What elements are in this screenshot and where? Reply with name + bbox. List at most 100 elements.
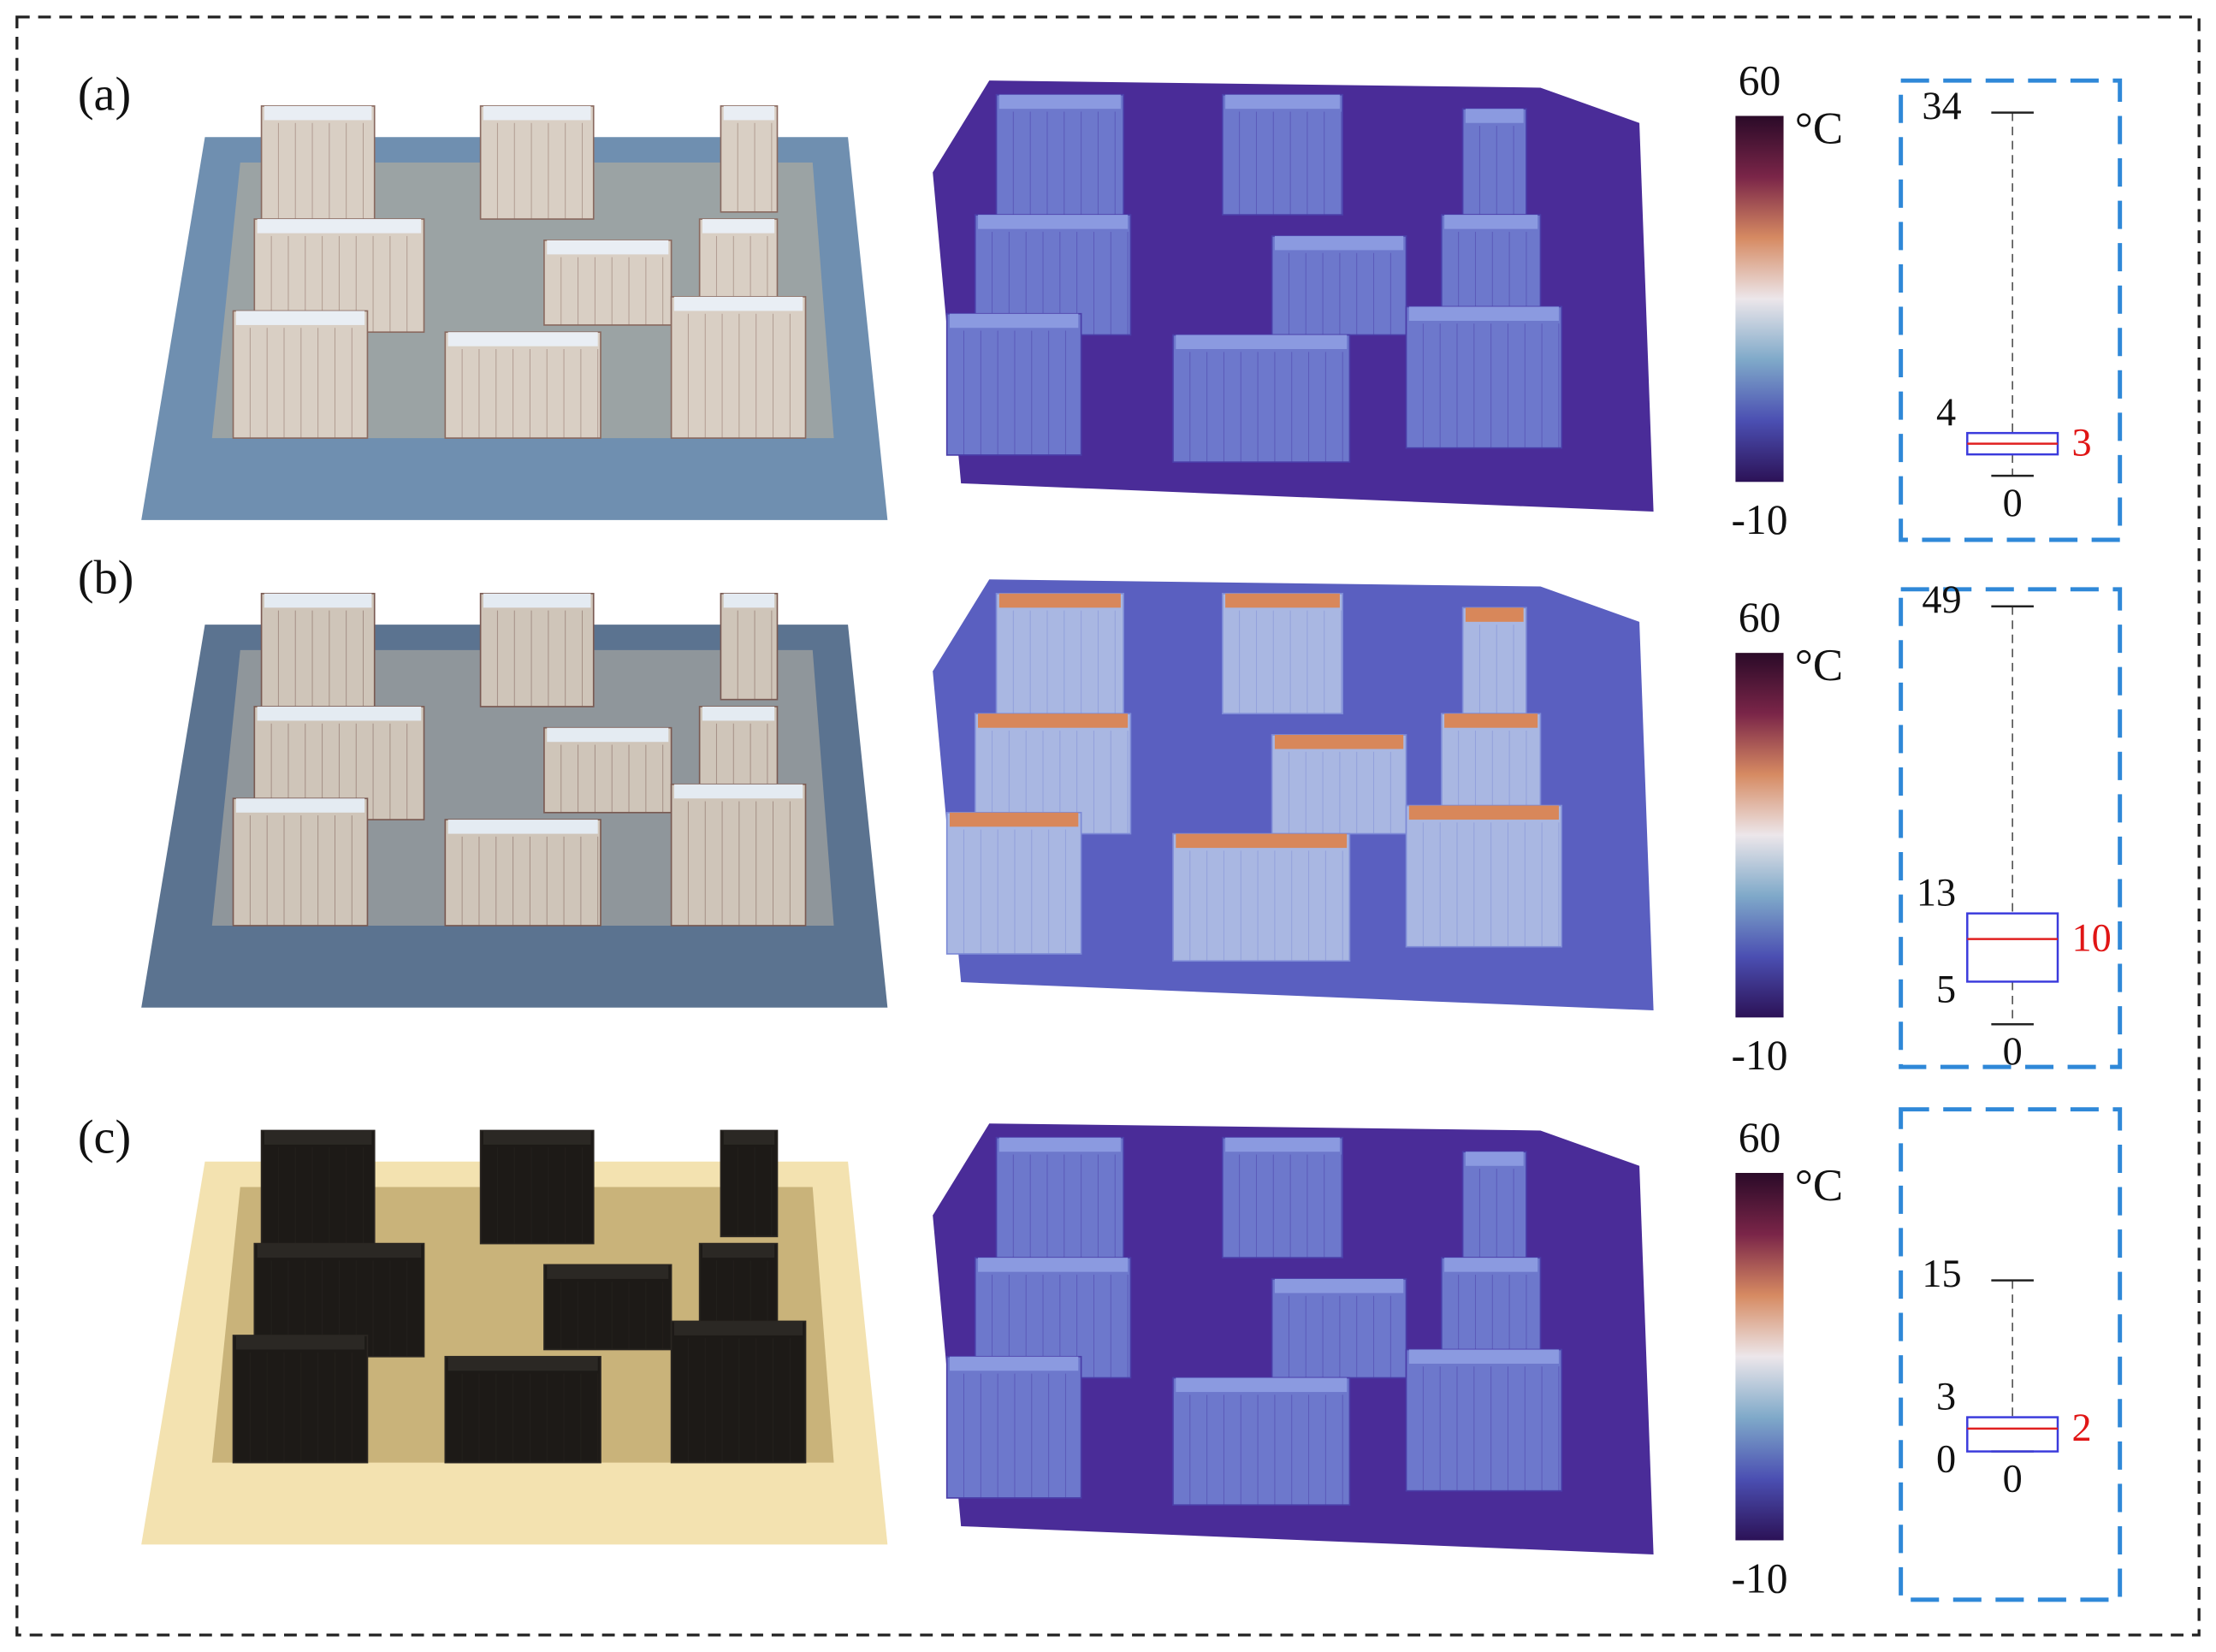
- roof: [702, 1243, 775, 1258]
- roof: [1408, 1349, 1559, 1365]
- scene-day: [141, 105, 888, 520]
- roof: [483, 1130, 591, 1145]
- building: [1440, 713, 1542, 820]
- building: [479, 592, 595, 708]
- building: [1271, 734, 1407, 835]
- roof: [673, 1321, 803, 1335]
- roof: [1408, 805, 1559, 820]
- building: [260, 105, 376, 228]
- roof: [978, 713, 1129, 728]
- scene-cold: [933, 80, 1654, 512]
- roof: [1274, 734, 1404, 749]
- scene-night: [141, 1129, 888, 1545]
- roof: [264, 1130, 372, 1145]
- roof: [950, 812, 1079, 827]
- roof: [264, 593, 372, 608]
- building: [444, 331, 601, 439]
- box-min-label: 0: [2003, 1030, 2023, 1074]
- roof: [1408, 306, 1559, 321]
- boxplot-frame: [1899, 78, 2123, 542]
- roof: [447, 332, 598, 346]
- building: [995, 93, 1124, 223]
- colorbar-tick-label: -10: [1731, 1554, 1787, 1602]
- roof: [1465, 109, 1524, 123]
- building: [1221, 93, 1344, 216]
- panel-label: (c): [78, 1111, 131, 1164]
- colorbar: [1735, 1173, 1784, 1541]
- building: [670, 783, 807, 927]
- building: [479, 105, 595, 220]
- roof: [547, 240, 669, 255]
- roof: [1465, 607, 1524, 622]
- box-q1-label: 0: [1936, 1437, 1956, 1481]
- figure-border: [15, 15, 2201, 1637]
- building: [1461, 607, 1527, 715]
- roof: [547, 727, 669, 743]
- building: [1405, 305, 1563, 449]
- roof: [264, 105, 372, 121]
- roof: [950, 313, 1079, 329]
- box-median-label: 10: [2072, 916, 2112, 960]
- building: [1271, 1278, 1407, 1379]
- roof: [1176, 1377, 1348, 1393]
- building: [479, 1129, 595, 1245]
- colorbar-tick-label: 60: [1739, 57, 1781, 104]
- building: [1221, 1136, 1344, 1258]
- roof: [998, 593, 1121, 608]
- building: [232, 1335, 369, 1464]
- building: [232, 797, 369, 927]
- building: [995, 592, 1124, 722]
- box-max-label: 34: [1922, 85, 1961, 128]
- roof: [1176, 833, 1348, 849]
- building: [1172, 832, 1351, 962]
- roof: [702, 219, 775, 234]
- building: [444, 819, 601, 927]
- building: [444, 1355, 601, 1464]
- roof: [257, 706, 422, 721]
- building: [720, 592, 779, 701]
- colorbar-unit: °C: [1795, 641, 1843, 690]
- roof: [235, 798, 365, 813]
- building: [260, 1129, 376, 1252]
- box-median-label: 3: [2072, 422, 2092, 465]
- box: [1966, 912, 2059, 983]
- box-min-label: 0: [2003, 1458, 2023, 1501]
- roof: [483, 593, 591, 608]
- roof: [257, 1243, 422, 1258]
- building: [1172, 1377, 1351, 1507]
- colorbar-tick-label: 60: [1739, 594, 1781, 641]
- building: [1461, 108, 1527, 216]
- roof: [978, 215, 1129, 229]
- box-median-label: 2: [2072, 1406, 2092, 1450]
- box-max-label: 15: [1922, 1252, 1961, 1296]
- building: [1461, 1151, 1527, 1258]
- building: [945, 811, 1082, 955]
- colorbar-unit: °C: [1795, 1161, 1843, 1211]
- roof: [1444, 713, 1538, 728]
- colorbar-tick-label: 60: [1739, 1114, 1781, 1161]
- roof: [1274, 235, 1404, 251]
- box-min-label: 0: [2003, 482, 2023, 525]
- roof: [447, 820, 598, 834]
- roof: [547, 1264, 669, 1279]
- building: [1405, 804, 1563, 948]
- box-q3-label: 13: [1917, 871, 1956, 915]
- building: [670, 1320, 807, 1464]
- roof: [1444, 1258, 1538, 1272]
- building: [1221, 592, 1344, 715]
- roof: [998, 1137, 1121, 1152]
- roof: [1225, 593, 1340, 608]
- boxplot-frame: [1899, 1107, 2123, 1602]
- building: [1271, 235, 1407, 336]
- panel-label: (a): [78, 68, 131, 121]
- box-q3-label: 3: [1936, 1375, 1956, 1418]
- colorbar-unit: °C: [1795, 104, 1843, 153]
- panel-label: (b): [78, 551, 133, 604]
- box-q3-label: 4: [1936, 391, 1956, 435]
- building: [232, 310, 369, 439]
- roof: [1465, 1152, 1524, 1166]
- roof: [673, 296, 803, 311]
- building: [720, 1129, 779, 1238]
- boxplot-frame: [1899, 587, 2123, 1069]
- roof: [673, 784, 803, 799]
